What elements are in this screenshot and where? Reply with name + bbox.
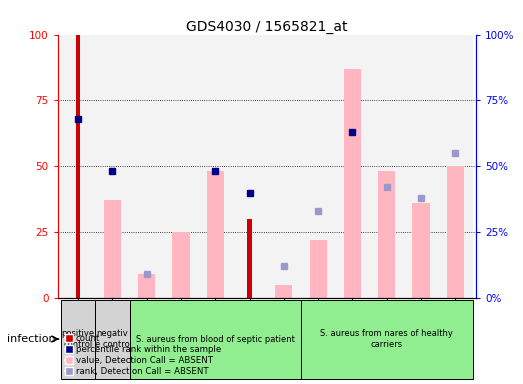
- Bar: [247, 219, 252, 298]
- Bar: [76, 35, 80, 298]
- Bar: [344, 69, 361, 298]
- Text: S. aureus from nares of healthy
carriers: S. aureus from nares of healthy carriers: [320, 329, 453, 349]
- Bar: [370, 35, 404, 298]
- Bar: [232, 35, 267, 298]
- Bar: [95, 35, 130, 298]
- Bar: [404, 35, 438, 298]
- Bar: [95, 300, 130, 379]
- Bar: [275, 285, 292, 298]
- Bar: [378, 172, 395, 298]
- Bar: [413, 203, 429, 298]
- Bar: [198, 35, 232, 298]
- Bar: [301, 300, 472, 379]
- Bar: [438, 35, 472, 298]
- Bar: [130, 300, 301, 379]
- Bar: [335, 35, 370, 298]
- Text: S. aureus from blood of septic patient: S. aureus from blood of septic patient: [136, 334, 295, 344]
- Text: positive
control: positive control: [62, 329, 95, 349]
- Bar: [61, 300, 95, 379]
- Bar: [138, 274, 155, 298]
- Text: infection: infection: [7, 334, 56, 344]
- Bar: [447, 166, 464, 298]
- Legend: count, percentile rank within the sample, value, Detection Call = ABSENT, rank, : count, percentile rank within the sample…: [62, 330, 224, 380]
- Bar: [301, 35, 335, 298]
- Bar: [61, 35, 95, 298]
- Bar: [130, 35, 164, 298]
- Bar: [104, 200, 121, 298]
- Title: GDS4030 / 1565821_at: GDS4030 / 1565821_at: [186, 20, 347, 33]
- Text: negativ
e contro: negativ e contro: [95, 329, 130, 349]
- Bar: [173, 232, 189, 298]
- Bar: [310, 240, 327, 298]
- Bar: [267, 35, 301, 298]
- Bar: [164, 35, 198, 298]
- Bar: [207, 172, 224, 298]
